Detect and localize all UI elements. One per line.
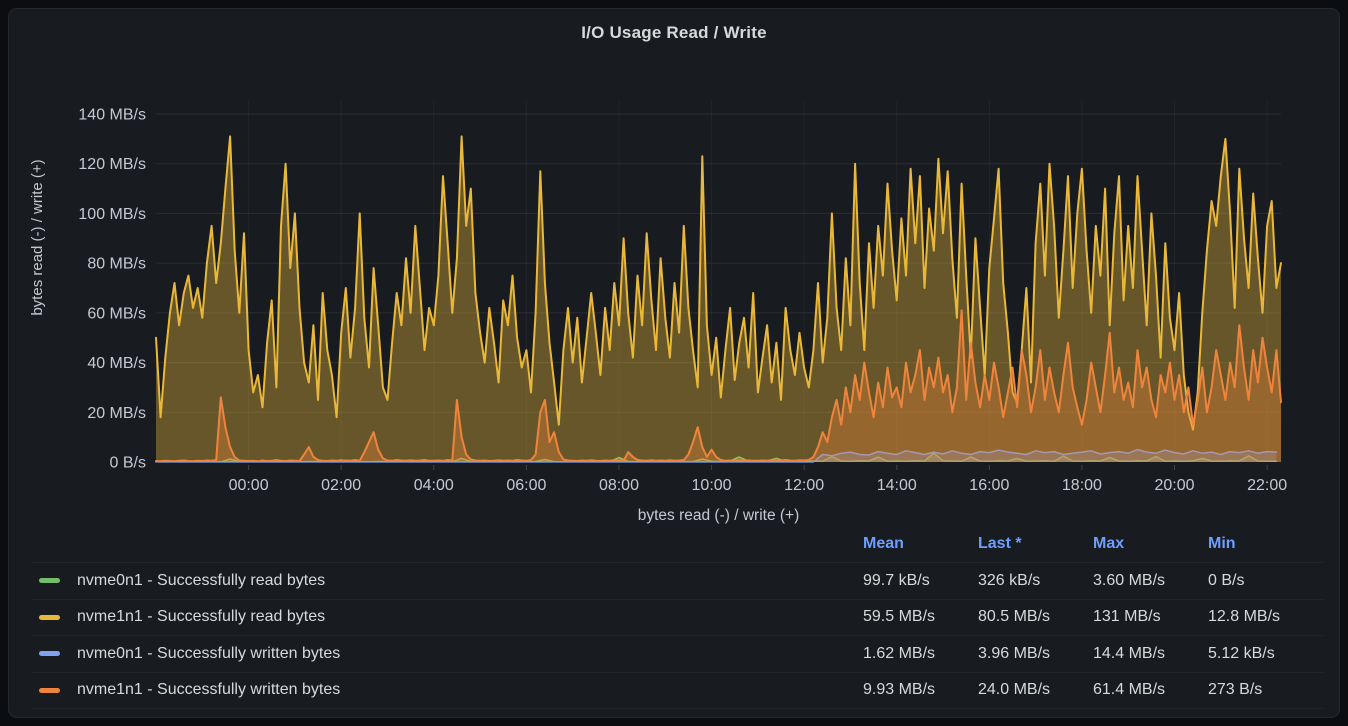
legend-max-value: 61.4 MB/s [1093,681,1166,699]
svg-text:14:00: 14:00 [877,477,917,494]
legend-series-label[interactable]: nvme0n1 - Successfully written bytes [77,644,341,662]
legend-series-label[interactable]: nvme0n1 - Successfully read bytes [77,571,326,589]
legend-table: Mean Last * Max Min nvme0n1 - Successful… [31,526,1323,709]
svg-text:08:00: 08:00 [599,477,639,494]
legend-header-row: Mean Last * Max Min [31,526,1323,563]
svg-text:00:00: 00:00 [229,477,269,494]
series-color-swatch[interactable] [39,651,60,657]
svg-text:06:00: 06:00 [506,477,546,494]
legend-mean-value: 9.93 MB/s [863,681,936,699]
legend-series-label[interactable]: nvme1n1 - Successfully written bytes [77,681,341,699]
legend-row[interactable]: nvme0n1 - Successfully written bytes 1.6… [31,636,1323,673]
svg-text:60 MB/s: 60 MB/s [87,305,146,322]
legend-mean-value: 59.5 MB/s [863,608,936,626]
series-color-swatch[interactable] [39,614,60,620]
svg-text:100 MB/s: 100 MB/s [78,206,146,223]
legend-max-value: 3.60 MB/s [1093,571,1166,589]
svg-text:10:00: 10:00 [692,477,732,494]
svg-text:02:00: 02:00 [321,477,361,494]
legend-row[interactable]: nvme1n1 - Successfully written bytes 9.9… [31,673,1323,709]
svg-text:120 MB/s: 120 MB/s [78,156,146,173]
legend-header-min[interactable]: Min [1208,535,1236,552]
legend-min-value: 12.8 MB/s [1208,608,1281,626]
legend-mean-value: 1.62 MB/s [863,644,936,662]
legend-header-last[interactable]: Last * [978,535,1022,552]
legend-row[interactable]: nvme1n1 - Successfully read bytes 59.5 M… [31,600,1323,636]
legend-row[interactable]: nvme0n1 - Successfully read bytes 99.7 k… [31,563,1323,600]
timeseries-chart[interactable]: 0 B/s 20 MB/s 40 MB/s 60 MB/s 80 MB/s 100 MB/… [9,61,1341,513]
legend-series-label[interactable]: nvme1n1 - Successfully read bytes [77,608,326,626]
svg-text:140 MB/s: 140 MB/s [78,107,146,124]
legend-min-value: 0 B/s [1208,571,1245,589]
legend-header-mean[interactable]: Mean [863,535,904,552]
legend-max-value: 14.4 MB/s [1093,644,1166,662]
io-usage-panel: I/O Usage Read / Write 0 B/s 20 MB/s 40 MB… [8,8,1340,718]
svg-text:16:00: 16:00 [969,477,1009,494]
svg-text:0 B/s: 0 B/s [110,455,146,472]
x-axis-title: bytes read (-) / write (+) [637,507,800,524]
legend-header-max[interactable]: Max [1093,535,1125,552]
svg-text:04:00: 04:00 [414,477,454,494]
legend-min-value: 5.12 kB/s [1208,644,1275,662]
svg-text:40 MB/s: 40 MB/s [87,355,146,372]
svg-text:80 MB/s: 80 MB/s [87,256,146,273]
legend-last-value: 3.96 MB/s [978,644,1051,662]
svg-text:18:00: 18:00 [1062,477,1102,494]
legend-last-value: 80.5 MB/s [978,608,1051,626]
panel-title[interactable]: I/O Usage Read / Write [581,23,767,42]
series-color-swatch[interactable] [39,578,60,584]
legend-min-value: 273 B/s [1208,681,1263,699]
svg-text:22:00: 22:00 [1247,477,1287,494]
series-color-swatch[interactable] [39,687,60,693]
y-axis-title: bytes read (-) / write (+) [29,159,46,316]
svg-text:12:00: 12:00 [784,477,824,494]
svg-text:20 MB/s: 20 MB/s [87,405,146,422]
svg-text:20:00: 20:00 [1154,477,1194,494]
legend-last-value: 24.0 MB/s [978,681,1051,699]
legend-mean-value: 99.7 kB/s [863,571,930,589]
legend-last-value: 326 kB/s [978,571,1041,589]
legend-max-value: 131 MB/s [1093,608,1161,626]
